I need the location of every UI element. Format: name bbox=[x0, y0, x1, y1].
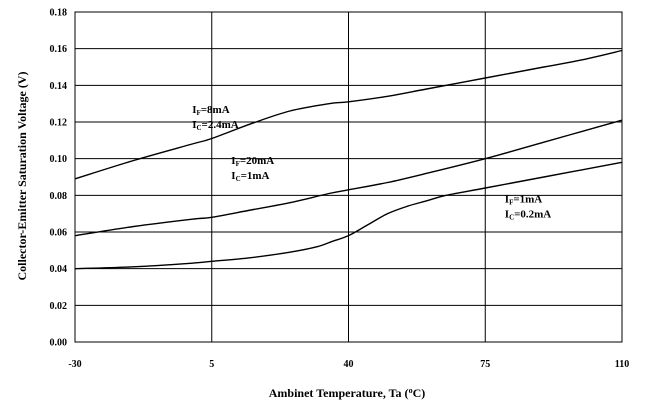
x-axis-title-main: Ambinet Temperature, Ta ( bbox=[269, 386, 409, 400]
y-axis-title: Collector-Emitter Saturation Voltage (V) bbox=[15, 72, 29, 281]
series-label-1-ic: IC=2.4mA bbox=[192, 119, 239, 132]
series-annotations: IF=8mA IC=2.4mA IF=20mA IC=1mA IF=1mA IC=0.2m… bbox=[192, 104, 551, 222]
y-tick-label: 0.00 bbox=[50, 338, 68, 349]
y-tick-label: 0.04 bbox=[50, 264, 68, 275]
y-tick-label: 0.02 bbox=[50, 301, 68, 312]
series-label-1-if: IF=8mA bbox=[192, 104, 229, 117]
y-tick-label: 0.06 bbox=[50, 228, 68, 239]
series-line-1 bbox=[74, 49, 623, 180]
x-tick-label: 75 bbox=[480, 359, 490, 370]
x-axis-title-degree: o bbox=[409, 386, 413, 395]
series-label-2-if: IF=20mA bbox=[231, 155, 274, 168]
series-label-2-ic: IC=1mA bbox=[231, 170, 269, 183]
series-line-2 bbox=[74, 119, 623, 237]
y-tick-label: 0.10 bbox=[50, 154, 68, 165]
x-tick-label: 5 bbox=[209, 359, 214, 370]
plot-frame bbox=[74, 11, 623, 343]
x-tick-label: 110 bbox=[615, 359, 629, 370]
x-axis-title: Ambinet Temperature, Ta (oC) bbox=[269, 386, 425, 401]
x-tick-label: -30 bbox=[68, 359, 81, 370]
y-tick-label: 0.08 bbox=[50, 191, 68, 202]
y-tick-label: 0.18 bbox=[50, 8, 68, 19]
series-label-3-if: IF=1mA bbox=[505, 194, 542, 207]
y-tick-label: 0.14 bbox=[50, 81, 68, 92]
y-tick-label: 0.12 bbox=[50, 118, 68, 129]
x-tick-labels: -30 5 40 75 110 bbox=[68, 359, 629, 370]
y-tick-label: 0.16 bbox=[50, 44, 68, 55]
x-axis-title-unit: C) bbox=[413, 386, 426, 400]
series-line-3 bbox=[74, 161, 623, 270]
x-tick-label: 40 bbox=[344, 359, 354, 370]
series-lines bbox=[74, 49, 623, 270]
series-label-3-ic: IC=0.2mA bbox=[505, 209, 552, 222]
y-tick-labels: 0.00 0.02 0.04 0.06 0.08 0.10 0.12 0.14 0.16 0.18 bbox=[50, 8, 68, 349]
grid-lines bbox=[74, 11, 623, 343]
